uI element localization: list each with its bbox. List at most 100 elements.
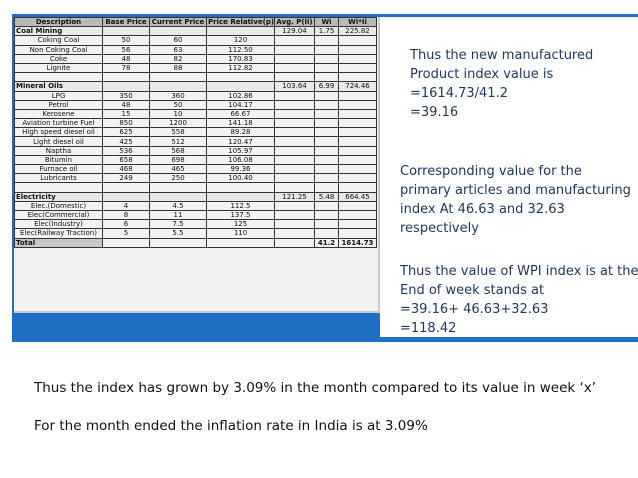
cell-current-price: 60 [149, 35, 207, 46]
cell-current-price: 63 [149, 44, 207, 55]
cell-price-relative: 110 [206, 228, 275, 239]
cell-base-price: 658 [102, 154, 150, 166]
note-line: =118.42 [400, 321, 457, 336]
cell-weighted-index: 724.46 [338, 81, 377, 92]
cell-weighted-index [338, 163, 377, 175]
note-line: Corresponding value for the [400, 164, 582, 179]
cell-weight [314, 182, 339, 193]
cell-base-price: 468 [102, 163, 150, 175]
header-description: Description [14, 17, 103, 28]
cell-description: Kerosene [14, 108, 103, 120]
cell-weighted-index [338, 62, 377, 74]
cell-current-price [149, 26, 207, 37]
cell-description: Bitumin [14, 154, 103, 166]
cell-current-price: 558 [149, 127, 207, 138]
table-row: Mineral Oils 103.64 6.99 724.46 [14, 81, 377, 92]
header-avg-price: Avg. P(li) [274, 17, 315, 28]
cell-weight [314, 228, 339, 239]
table-row: Elec.(Domestic) 4 4.5 112.5 [14, 200, 377, 211]
cell-weight [314, 163, 339, 175]
table-header-row: Description Base Price Current Price Pri… [14, 17, 377, 28]
cell-weighted-index [338, 35, 377, 46]
cell-weighted-index [338, 136, 377, 147]
cell-description: Elec(Commercial) [14, 209, 103, 221]
cell-description: Aviation turbine Fuel [14, 118, 103, 129]
cell-weighted-index [338, 200, 377, 211]
cell-weight [314, 90, 339, 101]
wpi-table-image: Description Base Price Current Price Pri… [14, 17, 380, 313]
cell-weight [314, 200, 339, 211]
cell-avg-price [274, 62, 315, 74]
cell-weight [314, 118, 339, 129]
cell-avg-price [274, 173, 315, 184]
cell-description [14, 182, 103, 193]
cell-current-price: 50 [149, 99, 207, 110]
primary-articles-note: Corresponding value for the primary arti… [400, 162, 631, 238]
table-row: Elec(Commercial) 8 11 137.5 [14, 209, 377, 221]
note-line: =39.16+ 46.63+32.63 [400, 302, 549, 317]
table-row: Elec(Railway Traction) 5 5.5 110 [14, 228, 377, 239]
note-line: =1614.73/41.2 [410, 86, 508, 101]
cell-current-price [149, 191, 207, 202]
cell-description [14, 72, 103, 83]
table-row: Bitumin 658 698 106.08 [14, 154, 377, 166]
cell-description: Elec(Industry) [14, 219, 103, 230]
cell-base-price: 8 [102, 209, 150, 221]
cell-avg-price [274, 90, 315, 101]
cell-base-price: 536 [102, 145, 150, 156]
cell-base-price: 4 [102, 200, 150, 211]
cell-base-price: 56 [102, 44, 150, 55]
cell-price-relative: 102.86 [206, 90, 275, 101]
cell-avg-price [274, 35, 315, 46]
cell-weighted-index: 664.45 [338, 191, 377, 202]
cell-description: Petrol [14, 99, 103, 110]
cell-price-relative: 112.82 [206, 62, 275, 74]
cell-base-price: 48 [102, 53, 150, 64]
notes-panel: Thus the new manufactured Product index … [380, 17, 638, 337]
cell-base-price: 425 [102, 136, 150, 147]
cell-weight [314, 44, 339, 55]
cell-description: Elec(Railway Traction) [14, 228, 103, 239]
cell-base-price: 5 [102, 228, 150, 239]
cell-current-price: 465 [149, 163, 207, 175]
cell-weight: 5.48 [314, 191, 339, 202]
cell-avg-price [274, 53, 315, 64]
cell-description: Lubricants [14, 173, 103, 184]
table-row: Lignite 78 88 112.82 [14, 62, 377, 74]
cell-weight: 6.99 [314, 81, 339, 92]
cell-avg-price [274, 200, 315, 211]
cell-weighted-index [338, 182, 377, 193]
cell-price-relative [206, 191, 275, 202]
cell-price-relative [206, 182, 275, 193]
cell-weight [314, 53, 339, 64]
cell-weighted-index [338, 108, 377, 120]
cell-weight [314, 127, 339, 138]
cell-price-relative: 100.40 [206, 173, 275, 184]
cell-current-price [149, 72, 207, 83]
cell-avg-price: 103.64 [274, 81, 315, 92]
cell-price-relative: 112.50 [206, 44, 275, 55]
cell-base-price: 6 [102, 219, 150, 230]
table-row: Naptha 536 568 105.97 [14, 145, 377, 156]
cell-weight [314, 219, 339, 230]
cell-price-relative: 137.5 [206, 209, 275, 221]
table-row: High speed diesel oil 625 558 89.28 [14, 127, 377, 138]
cell-weighted-index [338, 173, 377, 184]
cell-current-price: 360 [149, 90, 207, 101]
cell-base-price: 78 [102, 62, 150, 74]
table-row: Coal Mining 129.04 1.75 225.82 [14, 26, 377, 37]
cell-base-price [102, 81, 150, 92]
inflation-rate-statement: For the month ended the inflation rate i… [34, 418, 428, 434]
note-line: respectively [400, 221, 479, 236]
cell-price-relative: 106.08 [206, 154, 275, 166]
cell-avg-price [274, 219, 315, 230]
cell-price-relative: 66.67 [206, 108, 275, 120]
cell-weight [314, 72, 339, 83]
cell-weighted-index [338, 99, 377, 110]
cell-price-relative: 99.36 [206, 163, 275, 175]
cell-weight [314, 99, 339, 110]
note-line: Thus the new manufactured [410, 48, 594, 63]
manufactured-index-note: Thus the new manufactured Product index … [410, 46, 593, 122]
table-row: Aviation turbine Fuel 850 1200 141.18 [14, 118, 377, 129]
cell-weighted-index [338, 72, 377, 83]
